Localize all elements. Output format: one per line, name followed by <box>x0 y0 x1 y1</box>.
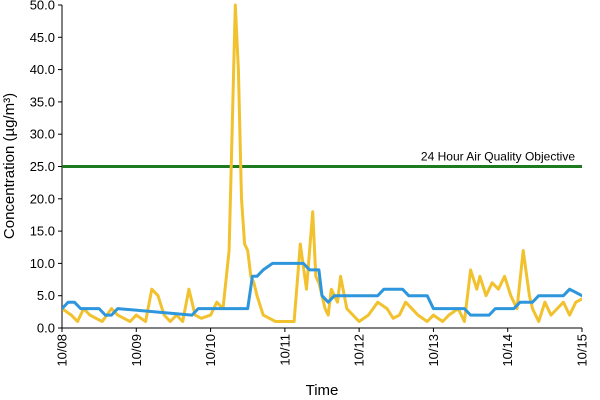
x-tick-label: 10/14 <box>500 334 515 367</box>
y-tick-label: 40.0 <box>30 62 55 77</box>
series-group <box>62 3 582 323</box>
y-tick-label: 30.0 <box>30 127 55 142</box>
x-tick-label: 10/15 <box>575 334 590 367</box>
y-tick-label: 15.0 <box>30 224 55 239</box>
y-tick-label: 45.0 <box>30 30 55 45</box>
x-tick-label: 10/10 <box>203 334 218 367</box>
series-line-1 <box>62 3 582 323</box>
x-tick-label: 10/08 <box>55 334 70 367</box>
x-tick-label: 10/11 <box>277 334 292 366</box>
objective-group: 24 Hour Air Quality Objective <box>62 150 582 168</box>
y-tick-label: 20.0 <box>30 191 55 206</box>
x-axis-title: Time <box>306 382 339 399</box>
objective-label: 24 Hour Air Quality Objective <box>421 150 575 164</box>
y-axis-title: Concentration (µg/m³) <box>1 93 18 239</box>
y-tick-label: 25.0 <box>30 159 55 174</box>
y-tick-label: 50.0 <box>30 0 55 13</box>
y-tick-label: 0.0 <box>37 321 55 336</box>
axes: 0.0 5.0 10.0 15.0 20.0 25.0 30.0 35.0 40.0 45.0 50… <box>30 0 590 367</box>
x-tick-label: 10/09 <box>129 334 144 367</box>
y-tick-label: 10.0 <box>30 256 55 271</box>
y-tick-label: 5.0 <box>37 288 55 303</box>
x-tick-label: 10/13 <box>426 334 441 367</box>
series-line-2 <box>62 261 582 317</box>
x-tick-label: 10/12 <box>352 334 367 367</box>
y-tick-label: 35.0 <box>30 94 55 109</box>
